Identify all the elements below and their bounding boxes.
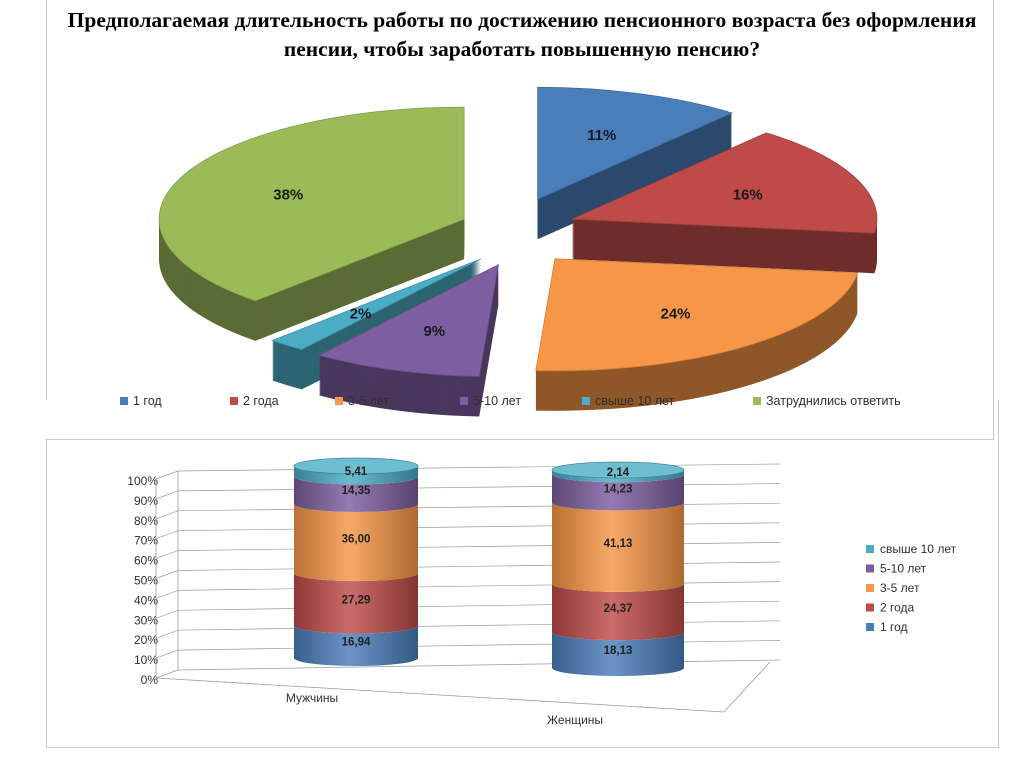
- legend-swatch-5-10-лет: [866, 564, 874, 573]
- gridline: [177, 522, 781, 532]
- pie-data-label: 9%: [423, 323, 445, 340]
- bar-legend: свыше 10 лет 5-10 лет 3-5 лет 2 года 1 год: [866, 542, 957, 634]
- legend-label: 2 года: [243, 394, 279, 408]
- y-tick-label: 10%: [134, 653, 158, 667]
- y-tick-label: 80%: [134, 514, 158, 528]
- pie-data-label: 24%: [660, 305, 690, 322]
- legend-swatch-свыше-10-лет: [582, 397, 590, 405]
- gridline: [177, 640, 781, 651]
- cylinder-segment-5-10-лет: [294, 476, 418, 512]
- legend-label: свыше 10 лет: [595, 394, 675, 408]
- cylinder-segment-1-год: [552, 632, 684, 676]
- bar-frame-right: [998, 400, 999, 748]
- data-label: 36,00: [342, 534, 371, 546]
- pie-slice-свыше-10-лет: [271, 258, 482, 350]
- y-tick-label: 60%: [134, 554, 158, 568]
- data-label: 5,41: [345, 466, 368, 478]
- pie-data-label: 38%: [273, 187, 303, 204]
- y-tick-label: 30%: [134, 613, 158, 627]
- pie-frame-right: [993, 0, 994, 440]
- legend-swatch-свыше-10-лет: [866, 545, 874, 553]
- pie-chart: 11% 16% 24% 9% 2% 38% 1 год 2 года 3-5 лет 5-10 л…: [120, 86, 901, 417]
- y-tick-label: 100%: [127, 474, 158, 488]
- y-tick-label: 90%: [134, 494, 158, 508]
- cylinder-top: [293, 457, 419, 475]
- x-tick-label: Мужчины: [286, 691, 338, 705]
- cylinder-segment-2-года: [552, 583, 684, 641]
- cylinder-top: [551, 461, 685, 479]
- cylinder-segment-3-5-лет: [552, 502, 684, 592]
- cylinder-женщины: 18,13 24,37 41,13 14,23 2,14: [551, 461, 685, 676]
- cylinder-segment-свыше-10-лет: [294, 466, 418, 485]
- x-tick-label: Женщины: [547, 713, 603, 727]
- legend-label: свыше 10 лет: [880, 542, 957, 556]
- legend-label: 1 год: [880, 620, 908, 634]
- cylinder-segment-5-10-лет: [552, 474, 684, 511]
- data-label: 2,14: [607, 467, 630, 479]
- legend-label: 2 года: [880, 601, 915, 615]
- legend-label: 5-10 лет: [473, 394, 521, 408]
- pie-slice-5-10-лет: [317, 264, 499, 377]
- y-tick-label: 0%: [141, 673, 159, 687]
- cylinder-segment-1-год: [294, 625, 418, 666]
- pie-frame-bottom: [46, 439, 994, 440]
- y-tick-label: 50%: [134, 574, 158, 588]
- gridlines: [155, 463, 781, 679]
- bar-frame-left: [46, 440, 47, 748]
- legend-label: 1 год: [133, 394, 162, 408]
- gridline: [177, 502, 781, 512]
- y-tick-label: 70%: [134, 534, 158, 548]
- cylinder-segment-свыше-10-лет: [552, 470, 684, 483]
- bar-frame-bottom: [46, 747, 999, 748]
- gridline: [177, 581, 781, 591]
- chart-title: Предполагаемая длительность работы по до…: [67, 8, 977, 61]
- pie-data-label: 2%: [350, 305, 372, 322]
- pie-slice-3-5-лет: [535, 258, 859, 372]
- gridline: [177, 542, 781, 551]
- y-tick-label: 20%: [134, 633, 158, 647]
- data-label: 18,13: [604, 645, 633, 657]
- legend-swatch-3-5-лет: [866, 584, 874, 592]
- pie-slice-2-года: [571, 132, 878, 234]
- data-label: 27,29: [342, 594, 371, 606]
- gridline: [177, 620, 781, 631]
- legend-label: 3-5 лет: [880, 581, 920, 595]
- gridline: [177, 659, 781, 671]
- data-label: 14,23: [604, 483, 633, 495]
- data-label: 14,35: [342, 485, 371, 497]
- gridline: [177, 463, 781, 472]
- stacked-cylinder-chart: 0% 10% 20% 30% 40% 50% 60% 70% 80% 90% 100% 16,94 27…: [127, 457, 957, 727]
- gridline: [177, 600, 781, 611]
- legend-swatch-5-10-лет: [460, 397, 468, 405]
- data-label: 41,13: [604, 538, 633, 550]
- gridline: [177, 483, 781, 492]
- legend-label: 5-10 лет: [880, 562, 927, 576]
- pie-data-label: 16%: [733, 187, 763, 204]
- legend-swatch-1-год: [120, 397, 128, 405]
- legend-label: Затруднились ответить: [766, 394, 901, 408]
- legend-label: 3-5 лет: [348, 394, 389, 408]
- pie-legend: 1 год 2 года 3-5 лет 5-10 лет свыше 10 лет За…: [120, 394, 901, 408]
- y-tick-label: 40%: [134, 593, 158, 607]
- pie-slice-затруднились-ответить: [158, 106, 465, 302]
- gridline: [177, 561, 781, 571]
- pie-data-label: 11%: [587, 127, 616, 144]
- pie-slice-1-год: [537, 86, 734, 200]
- data-label: 24,37: [604, 603, 633, 615]
- floor-edge: [155, 661, 771, 713]
- legend-swatch-затруднились-ответить: [753, 397, 761, 405]
- cylinder-segment-3-5-лет: [294, 503, 418, 582]
- legend-swatch-2-года: [866, 603, 874, 612]
- cylinder-мужчины: 16,94 27,29 36,00 14,35 5,41: [293, 457, 419, 666]
- pie-frame-left: [46, 0, 47, 400]
- data-label: 16,94: [342, 637, 371, 649]
- cylinder-segment-2-года: [294, 573, 418, 634]
- legend-swatch-3-5-лет: [335, 397, 343, 405]
- legend-swatch-1-год: [866, 623, 874, 631]
- legend-swatch-2-года: [230, 397, 238, 405]
